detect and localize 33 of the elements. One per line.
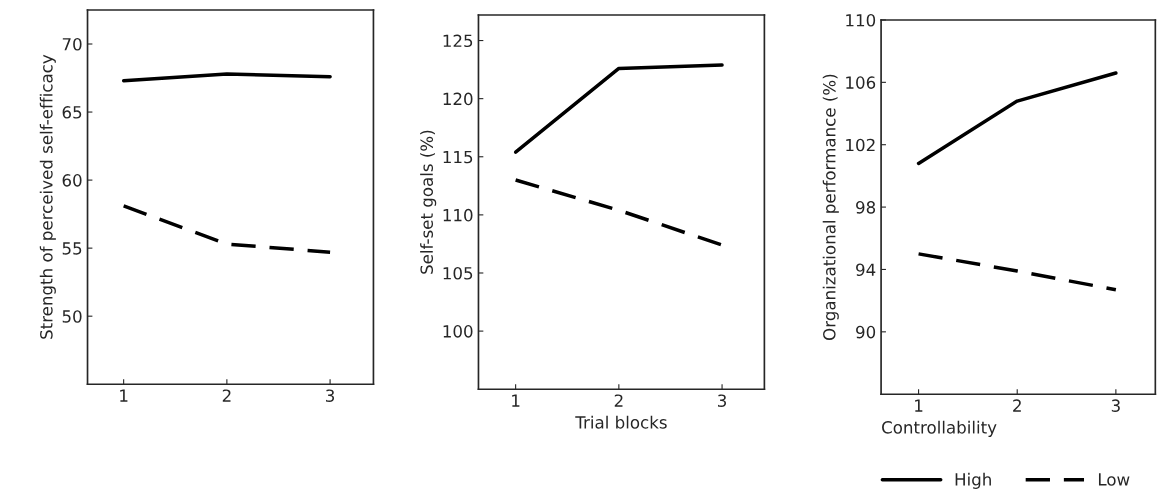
x-axis-title: Controllability (882, 420, 997, 437)
x-tick-label: 2 (1013, 399, 1021, 412)
y-axis-title: Organizational performance (%) (822, 74, 839, 340)
x-tick-label: 3 (1111, 399, 1120, 412)
y-tick-label: 105 (443, 266, 473, 280)
x-tick-label: 2 (222, 389, 231, 402)
y-axis-title: Self-set goals (%) (420, 130, 437, 274)
x-axis-title: Trial blocks (575, 415, 667, 429)
legend-label: Low (1098, 473, 1130, 486)
x-tick-label: 2 (614, 394, 623, 407)
y-tick-label: 106 (846, 76, 876, 89)
y-tick-label: 110 (846, 13, 876, 27)
y-axis-title: Strength of perceived self-efficacy (39, 54, 56, 339)
legend-label: High (955, 472, 991, 489)
y-tick-label: 100 (443, 325, 473, 338)
y-tick-label: 94 (856, 263, 876, 277)
y-tick-label: 55 (62, 242, 82, 255)
x-tick-label: 1 (120, 389, 128, 402)
y-tick-label: 115 (443, 150, 473, 164)
y-tick-label: 120 (443, 92, 473, 106)
y-tick-label: 125 (443, 34, 473, 48)
y-tick-label: 90 (856, 325, 876, 339)
x-tick-label: 3 (326, 389, 335, 402)
x-tick-label: 3 (718, 394, 727, 407)
y-tick-label: 102 (846, 138, 875, 152)
y-tick-label: 110 (443, 208, 473, 222)
y-tick-label: 65 (62, 106, 82, 119)
y-tick-label: 60 (62, 174, 82, 187)
y-tick-label: 98 (856, 201, 876, 214)
y-tick-label: 70 (62, 37, 82, 51)
x-tick-label: 1 (512, 394, 520, 407)
y-tick-label: 50 (62, 310, 82, 323)
x-tick-label: 1 (915, 399, 923, 412)
